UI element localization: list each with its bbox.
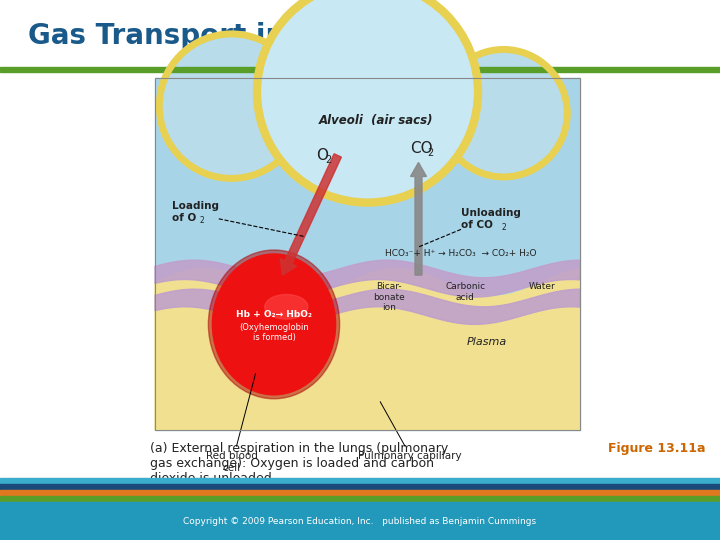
Bar [0,502,720,540]
Ellipse shape [212,254,336,395]
Text: Gas Transport in Blood: Gas Transport in Blood [28,22,384,50]
Polygon shape [155,289,580,325]
Bar [0,496,720,502]
Text: Bicar-
bonate
ion: Bicar- bonate ion [373,282,405,312]
Text: Red blood
cell: Red blood cell [206,451,258,472]
Text: 2: 2 [325,156,332,165]
Text: Alveoli  (air sacs): Alveoli (air sacs) [319,114,433,127]
Bar [155,78,580,430]
FancyArrow shape [280,154,341,275]
Bar [155,78,580,430]
Text: Hb + O₂→ HbO₂: Hb + O₂→ HbO₂ [236,310,312,319]
Text: O: O [317,148,328,163]
Text: Pulmonary capillary: Pulmonary capillary [358,451,462,461]
Text: Unloading
of CO: Unloading of CO [461,208,521,230]
Ellipse shape [208,250,340,399]
Text: HCO₃⁻+ H⁺ → H₂CO₃  → CO₂+ H₂O: HCO₃⁻+ H⁺ → H₂CO₃ → CO₂+ H₂O [385,249,536,259]
Text: Carbonic
acid: Carbonic acid [445,282,485,301]
Circle shape [159,34,304,178]
Polygon shape [155,268,580,430]
Text: (a) External respiration in the lungs (pulmonary
gas exchange): Oxygen is loaded: (a) External respiration in the lungs (p… [150,442,449,485]
Ellipse shape [265,294,308,319]
Text: Loading
of O: Loading of O [172,201,219,222]
Bar [0,490,720,496]
Polygon shape [155,260,580,297]
Bar [0,478,720,484]
Text: 2: 2 [427,148,433,158]
Text: Plasma: Plasma [467,337,507,347]
Circle shape [257,0,478,202]
Text: Copyright © 2009 Pearson Education, Inc.   published as Benjamin Cummings: Copyright © 2009 Pearson Education, Inc.… [184,516,536,525]
Text: CO: CO [410,141,433,156]
Text: Figure 13.11a: Figure 13.11a [608,442,705,455]
Bar [0,484,720,490]
Text: 2: 2 [501,224,505,232]
Text: Water: Water [528,282,555,291]
Text: 2: 2 [199,216,204,225]
FancyArrow shape [410,163,426,275]
Bar [0,67,720,72]
Text: (Oxyhemoglobin
is formed): (Oxyhemoglobin is formed) [239,323,309,342]
Circle shape [440,50,567,177]
